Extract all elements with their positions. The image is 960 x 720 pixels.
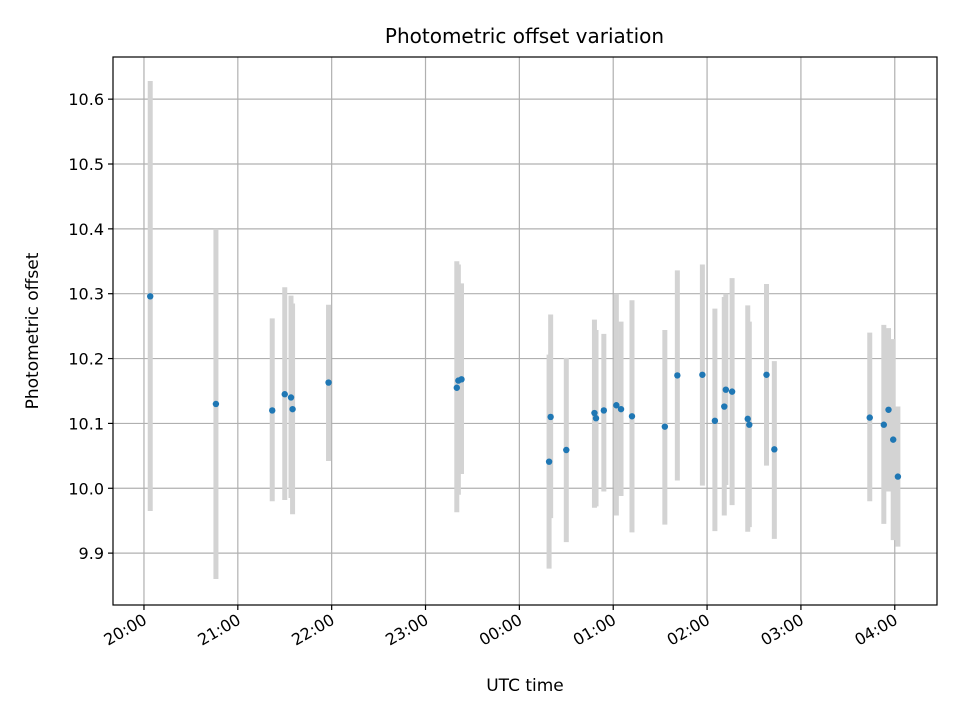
data-point xyxy=(325,379,332,386)
data-points xyxy=(147,293,902,480)
data-point xyxy=(547,413,554,421)
data-point xyxy=(763,371,770,378)
data-point xyxy=(728,388,736,395)
data-point xyxy=(674,372,681,379)
data-point xyxy=(545,458,553,465)
data-point xyxy=(711,417,719,425)
data-point xyxy=(661,423,669,430)
data-point xyxy=(866,414,873,421)
plot-frame xyxy=(112,56,938,606)
data-point xyxy=(880,421,888,428)
y-tick-label: 10.1 xyxy=(68,414,104,433)
y-axis-label: Photometric offset xyxy=(23,252,43,409)
data-point xyxy=(563,446,570,454)
data-point xyxy=(453,384,461,391)
data-point xyxy=(722,386,730,393)
x-axis-label: UTC time xyxy=(486,676,564,696)
data-point xyxy=(746,421,753,428)
y-tick-label: 10.5 xyxy=(68,155,104,174)
data-point xyxy=(885,406,892,413)
data-point xyxy=(281,391,288,398)
y-axis-ticks: 9.9 10.0 10.1 10.2 10.3 10.4 10.5 10.6 xyxy=(68,90,113,563)
y-tick-label: 10.0 xyxy=(68,479,104,498)
data-point xyxy=(771,446,778,453)
chart-title: Photometric offset variation xyxy=(385,24,664,48)
data-point xyxy=(289,405,296,413)
data-point xyxy=(613,402,620,409)
data-point xyxy=(617,405,625,413)
y-tick-label: 10.3 xyxy=(68,285,104,304)
y-tick-label: 9.9 xyxy=(79,544,104,563)
y-tick-label: 10.2 xyxy=(68,350,104,369)
data-point xyxy=(212,400,220,408)
data-point xyxy=(721,403,728,410)
data-point xyxy=(744,415,751,423)
data-point xyxy=(591,409,598,417)
y-tick-label: 10.6 xyxy=(68,90,104,109)
grid xyxy=(113,57,937,605)
y-tick-label: 10.4 xyxy=(68,220,104,239)
data-point xyxy=(147,293,154,300)
data-point xyxy=(458,376,465,383)
data-point xyxy=(600,407,608,414)
data-point xyxy=(269,407,276,414)
data-point xyxy=(890,436,897,443)
data-point xyxy=(699,371,706,378)
data-point xyxy=(287,394,295,401)
data-point xyxy=(592,415,600,422)
data-point xyxy=(628,413,636,420)
data-point xyxy=(894,473,902,480)
